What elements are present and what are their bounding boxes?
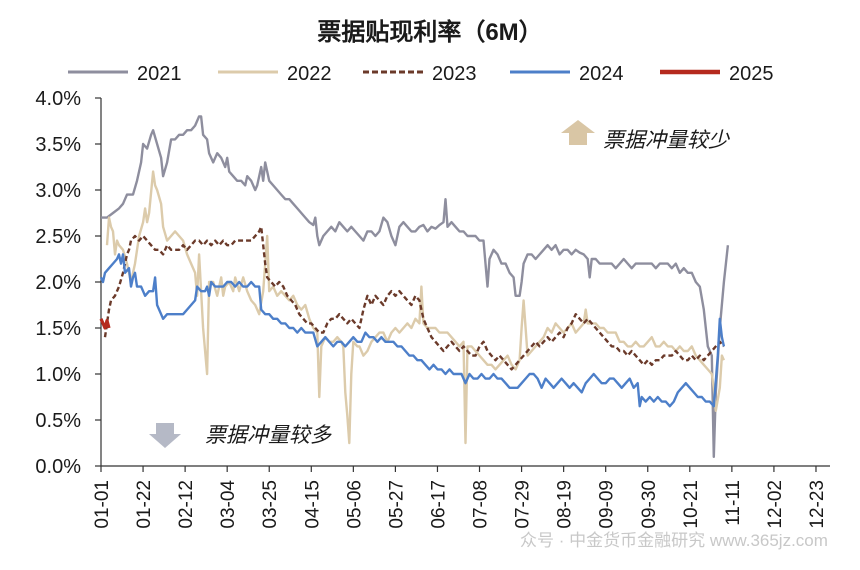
y-tick-label: 0.5% (35, 410, 81, 432)
x-tick-label: 01-22 (134, 480, 155, 529)
series-line-2023 (103, 225, 725, 371)
up-arrow-icon (561, 120, 595, 145)
y-tick-label: 2.0% (35, 272, 81, 294)
legend-label-2023: 2023 (432, 63, 477, 85)
legend: 2021 2022 2023 2024 2025 (68, 63, 774, 85)
x-tick-label: 05-06 (344, 480, 365, 529)
series-line-2021 (101, 115, 730, 458)
x-tick-label: 02-12 (176, 480, 197, 529)
x-tick-label: 09-30 (639, 480, 660, 529)
legend-label-2025: 2025 (729, 63, 774, 85)
x-tick-label: 03-25 (260, 480, 281, 529)
x-tick-label: 12-02 (765, 480, 786, 529)
y-tick-label: 4.0% (35, 88, 81, 110)
x-tick-label: 04-15 (302, 480, 323, 529)
series-line-2024 (99, 253, 726, 408)
legend-label-2021: 2021 (137, 63, 182, 85)
x-tick-label: 09-09 (597, 480, 618, 529)
y-tick-label: 1.0% (35, 364, 81, 386)
x-tick-label: 01-01 (92, 480, 113, 529)
legend-label-2022: 2022 (287, 63, 332, 85)
legend-label-2024: 2024 (579, 63, 624, 85)
x-tick-label: 05-27 (386, 480, 407, 529)
x-tick-label: 12-23 (807, 480, 828, 529)
down-arrow-icon (149, 423, 181, 448)
annotation-down-text: 票据冲量较多 (205, 424, 332, 447)
x-tick-label: 06-17 (428, 480, 449, 529)
watermark: 众号 · 中金货币金融研究 www.365jz.com (520, 531, 828, 550)
chart-title: 票据贴现利率（6M） (317, 18, 542, 46)
annotation-down: 票据冲量较多 (149, 423, 332, 448)
x-tick-label: 10-21 (681, 480, 702, 529)
y-tick-label: 1.5% (35, 318, 81, 340)
x-tick-label: 08-19 (555, 480, 576, 529)
x-ticks: 01-01 01-22 02-12 03-04 03-25 04-15 05-06 05-27… (92, 466, 828, 529)
series-layer (99, 115, 730, 458)
annotation-up-text: 票据冲量较少 (603, 129, 730, 152)
series-line-2025 (99, 318, 111, 330)
x-tick-label: 07-29 (513, 480, 534, 529)
x-tick-label: 07-08 (471, 480, 492, 529)
annotation-up: 票据冲量较少 (561, 120, 730, 152)
y-ticks: 0.0% 0.5% 1.0% 1.5% 2.0% 2.5% 3.0% 3.5% 4.0% (35, 88, 101, 478)
y-tick-label: 3.5% (35, 134, 81, 156)
x-tick-label: 03-04 (218, 480, 239, 529)
x-tick-label: 11-11 (723, 480, 744, 526)
series-line-2022 (105, 170, 726, 445)
y-tick-label: 0.0% (35, 456, 81, 478)
y-tick-label: 2.5% (35, 226, 81, 248)
y-tick-label: 3.0% (35, 180, 81, 202)
